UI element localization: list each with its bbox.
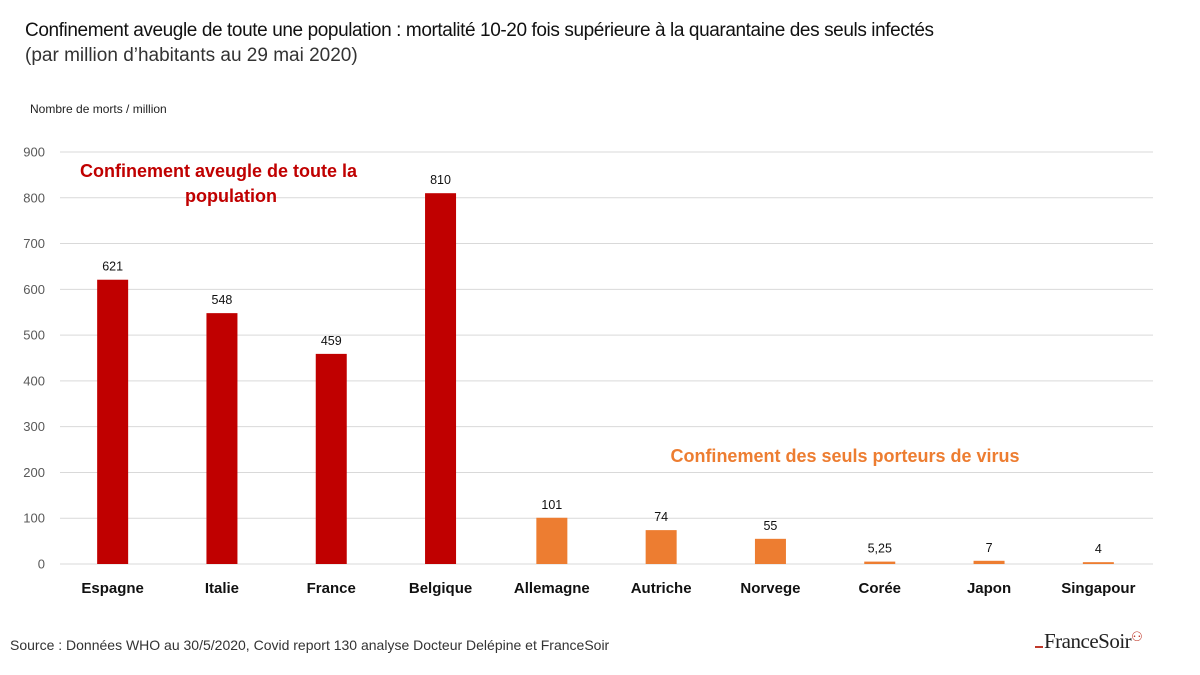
logo-dash-icon xyxy=(1035,646,1043,648)
annotation-lockdown-line-2: population xyxy=(185,186,277,206)
logo-text: FranceSoir xyxy=(1044,629,1132,653)
annotation-quarantine: Confinement des seuls porteurs de virus xyxy=(670,446,1019,466)
x-axis-categories: Espagne Italie France Belgique Allemagne Autr… xyxy=(81,580,1135,597)
y-tick-label: 100 xyxy=(23,511,45,526)
data-label: 55 xyxy=(763,519,777,533)
chart-subtitle: (par million d’habitants au 29 mai 2020) xyxy=(25,45,358,66)
y-tick-label: 800 xyxy=(23,190,45,205)
source-note: Source : Données WHO au 30/5/2020, Covid… xyxy=(10,637,610,653)
y-tick-label: 0 xyxy=(38,557,45,572)
category-label: Singapour xyxy=(1061,580,1135,597)
bar-espagne xyxy=(97,279,129,564)
chart-title: Confinement aveugle de toute une populat… xyxy=(25,20,934,41)
y-tick-label: 900 xyxy=(23,145,45,160)
logo-figures-icon: ⚇ xyxy=(1131,629,1143,644)
data-label: 459 xyxy=(321,334,342,348)
gridlines xyxy=(60,151,1153,565)
bar-italie xyxy=(206,313,238,564)
bar-france xyxy=(315,353,347,564)
data-label: 5,25 xyxy=(868,542,892,556)
data-label: 548 xyxy=(212,293,233,307)
y-tick-label: 500 xyxy=(23,328,45,343)
francesoir-logo: FranceSoir⚇ xyxy=(1035,629,1143,654)
bars xyxy=(97,193,1114,564)
y-tick-label: 300 xyxy=(23,419,45,434)
bar-norvege xyxy=(754,538,786,564)
category-label: Japon xyxy=(967,580,1011,597)
bar-belgique xyxy=(425,193,457,564)
category-label: Corée xyxy=(858,580,901,597)
y-tick-label: 600 xyxy=(23,282,45,297)
y-tick-label: 400 xyxy=(23,373,45,388)
data-label: 101 xyxy=(541,498,562,512)
annotation-lockdown-line-1: Confinement aveugle de toute la xyxy=(80,161,358,181)
data-label: 810 xyxy=(430,173,451,187)
category-label: Norvege xyxy=(740,580,800,597)
category-label: Allemagne xyxy=(514,580,590,597)
category-label: Espagne xyxy=(81,580,144,597)
category-label: Belgique xyxy=(409,580,472,597)
data-label: 74 xyxy=(654,510,668,524)
y-axis-label: Nombre de morts / million xyxy=(30,102,167,116)
y-tick-label: 700 xyxy=(23,236,45,251)
bar-japon xyxy=(973,560,1005,564)
category-label: France xyxy=(307,580,356,597)
bar-autriche xyxy=(645,530,677,564)
bar-singapour xyxy=(1082,562,1114,564)
data-label: 4 xyxy=(1095,542,1102,556)
y-tick-label: 200 xyxy=(23,465,45,480)
category-label: Autriche xyxy=(631,580,692,597)
bar-corée xyxy=(864,561,896,564)
annotations: Confinement aveugle de toute la populatio… xyxy=(80,161,1020,466)
y-axis-ticks: 0 100 200 300 400 500 600 700 800 900 xyxy=(23,145,45,572)
data-label: 621 xyxy=(102,260,123,274)
bar-allemagne xyxy=(536,517,568,564)
data-label: 7 xyxy=(986,541,993,555)
category-label: Italie xyxy=(205,580,239,597)
